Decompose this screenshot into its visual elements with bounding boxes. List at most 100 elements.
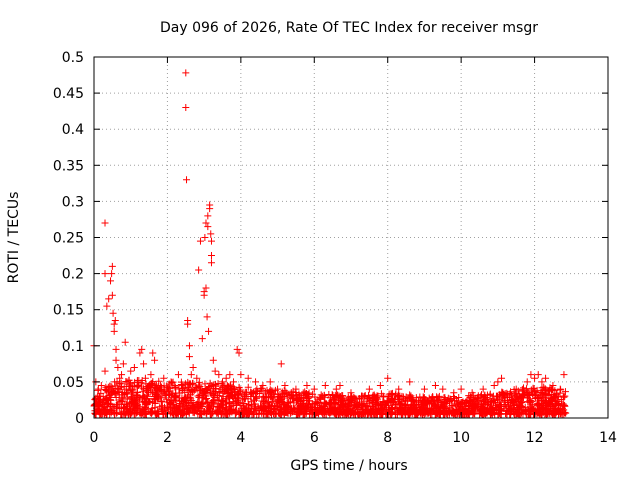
data-point bbox=[112, 401, 120, 409]
data-point bbox=[201, 234, 209, 241]
data-point bbox=[250, 408, 258, 416]
data-point bbox=[111, 317, 119, 325]
data-point bbox=[139, 388, 147, 396]
data-point bbox=[552, 394, 560, 402]
data-point bbox=[384, 374, 392, 382]
data-point bbox=[107, 277, 115, 285]
data-point bbox=[491, 400, 499, 408]
data-point bbox=[317, 391, 325, 399]
data-point bbox=[301, 390, 309, 398]
data-point bbox=[470, 410, 478, 418]
data-point bbox=[134, 405, 142, 413]
data-point bbox=[496, 405, 504, 413]
data-point bbox=[217, 401, 225, 409]
data-point bbox=[295, 395, 303, 403]
data-point bbox=[119, 360, 127, 368]
data-point bbox=[165, 387, 173, 395]
data-point bbox=[330, 400, 338, 408]
data-point bbox=[213, 396, 221, 404]
data-point bbox=[185, 380, 193, 388]
data-point bbox=[440, 394, 448, 402]
data-point bbox=[450, 389, 458, 397]
data-point bbox=[140, 392, 148, 400]
data-point bbox=[338, 402, 346, 410]
data-point bbox=[387, 396, 395, 404]
data-point bbox=[260, 410, 268, 418]
data-point bbox=[206, 389, 214, 397]
x-axis-label: GPS time / hours bbox=[290, 458, 407, 474]
data-point bbox=[253, 388, 261, 396]
data-point bbox=[181, 394, 189, 402]
data-point bbox=[417, 400, 425, 408]
y-axis-label: ROTI / TECUs bbox=[6, 192, 22, 284]
data-point bbox=[326, 398, 334, 406]
data-point bbox=[503, 389, 511, 397]
data-point bbox=[148, 409, 156, 417]
data-point bbox=[228, 405, 236, 413]
data-point bbox=[542, 405, 550, 413]
data-point bbox=[131, 410, 139, 418]
data-point bbox=[252, 403, 260, 411]
data-point bbox=[210, 402, 218, 410]
data-point bbox=[196, 237, 204, 245]
data-point bbox=[185, 353, 193, 361]
data-point bbox=[317, 395, 325, 403]
data-point bbox=[259, 382, 267, 390]
data-point bbox=[252, 378, 260, 386]
data-point bbox=[185, 342, 193, 350]
data-point bbox=[114, 363, 122, 371]
data-point bbox=[231, 407, 239, 415]
data-point bbox=[332, 385, 340, 393]
data-point bbox=[468, 389, 476, 397]
data-point bbox=[398, 410, 406, 418]
data-point bbox=[261, 388, 269, 396]
data-point bbox=[258, 397, 266, 405]
data-point bbox=[101, 270, 109, 278]
data-point bbox=[439, 385, 447, 393]
data-point bbox=[524, 398, 532, 406]
data-point bbox=[359, 403, 367, 411]
data-point bbox=[151, 390, 159, 398]
data-point bbox=[455, 410, 463, 418]
data-point bbox=[185, 387, 193, 395]
data-point bbox=[288, 392, 296, 400]
data-point bbox=[368, 407, 376, 415]
data-point bbox=[226, 371, 234, 379]
data-point bbox=[196, 391, 204, 399]
data-point bbox=[504, 399, 512, 407]
data-point bbox=[127, 394, 135, 402]
data-point bbox=[427, 406, 435, 414]
data-point bbox=[490, 382, 498, 390]
data-point bbox=[232, 399, 240, 407]
data-point bbox=[283, 400, 291, 408]
data-point bbox=[412, 401, 420, 409]
data-point bbox=[539, 401, 547, 409]
y-tick-label: 0.45 bbox=[53, 86, 84, 102]
data-point bbox=[481, 400, 489, 408]
data-point bbox=[159, 390, 167, 398]
data-point bbox=[327, 400, 335, 408]
data-point bbox=[507, 406, 515, 414]
data-point bbox=[108, 262, 116, 270]
data-point bbox=[152, 391, 160, 399]
data-point bbox=[108, 291, 116, 299]
data-point bbox=[540, 383, 548, 391]
data-point bbox=[184, 320, 192, 328]
data-point bbox=[127, 409, 135, 417]
data-point bbox=[243, 409, 251, 417]
data-point bbox=[341, 409, 349, 417]
data-point bbox=[223, 410, 231, 418]
data-point bbox=[543, 390, 551, 398]
data-point bbox=[175, 385, 183, 393]
data-point bbox=[333, 410, 341, 418]
data-point bbox=[205, 403, 213, 411]
data-point bbox=[367, 397, 375, 405]
data-point bbox=[310, 405, 318, 413]
x-tick-label: 14 bbox=[599, 430, 617, 446]
data-point bbox=[558, 408, 566, 416]
data-point bbox=[373, 395, 381, 403]
data-point bbox=[106, 396, 114, 404]
data-point bbox=[95, 402, 103, 410]
data-point bbox=[320, 391, 328, 399]
data-point bbox=[201, 385, 209, 393]
